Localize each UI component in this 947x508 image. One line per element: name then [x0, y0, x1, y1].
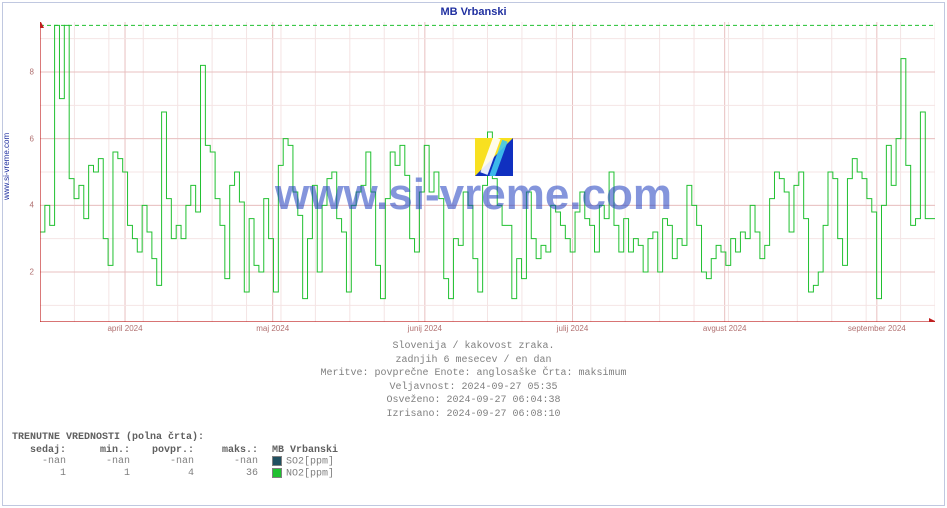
meta-line: zadnjih 6 mesecev / en dan: [0, 354, 947, 368]
table-col-header: min.:: [76, 445, 140, 456]
table-col-header: sedaj:: [12, 445, 76, 456]
table-title: TRENUTNE VREDNOSTI (polna črta):: [12, 432, 348, 443]
y-axis-labels: 2 4 6 8: [0, 22, 38, 322]
metadata-block: Slovenija / kakovost zraka. zadnjih 6 me…: [0, 340, 947, 421]
table-cell: -nan: [204, 456, 268, 468]
table-series-header: MB Vrbanski: [268, 445, 348, 456]
x-tick-label: maj 2024: [256, 324, 289, 333]
x-tick-label: junij 2024: [408, 324, 442, 333]
table-cell: 36: [204, 468, 268, 480]
y-tick-label: 4: [30, 201, 34, 210]
table-cell: -nan: [140, 456, 204, 468]
plot-area: [40, 22, 935, 322]
table-cell: 4: [140, 468, 204, 480]
table-series-name: NO2[ppm]: [268, 468, 348, 480]
table-col-header: maks.:: [204, 445, 268, 456]
meta-line: Veljavnost: 2024-09-27 05:35: [0, 381, 947, 395]
table-series-name: SO2[ppm]: [268, 456, 348, 468]
x-axis-labels: april 2024 maj 2024 junij 2024 julij 2024 av…: [40, 324, 935, 338]
x-tick-label: julij 2024: [557, 324, 589, 333]
meta-line: Izrisano: 2024-09-27 06:08:10: [0, 408, 947, 422]
chart-title: MB Vrbanski: [0, 6, 947, 18]
meta-line: Slovenija / kakovost zraka.: [0, 340, 947, 354]
meta-line: Osveženo: 2024-09-27 06:04:38: [0, 394, 947, 408]
x-tick-label: september 2024: [848, 324, 906, 333]
table-cell: 1: [12, 468, 76, 480]
y-tick-label: 8: [30, 68, 34, 77]
x-tick-label: april 2024: [107, 324, 142, 333]
table-cell: -nan: [76, 456, 140, 468]
table-cell: 1: [76, 468, 140, 480]
meta-line: Meritve: povprečne Enote: anglosaške Črt…: [0, 367, 947, 381]
y-tick-label: 2: [30, 268, 34, 277]
color-swatch: [272, 456, 282, 466]
y-tick-label: 6: [30, 134, 34, 143]
table-cell: -nan: [12, 456, 76, 468]
color-swatch: [272, 468, 282, 478]
values-table: TRENUTNE VREDNOSTI (polna črta): sedaj:m…: [12, 432, 348, 479]
table-col-header: povpr.:: [140, 445, 204, 456]
x-tick-label: avgust 2024: [703, 324, 747, 333]
